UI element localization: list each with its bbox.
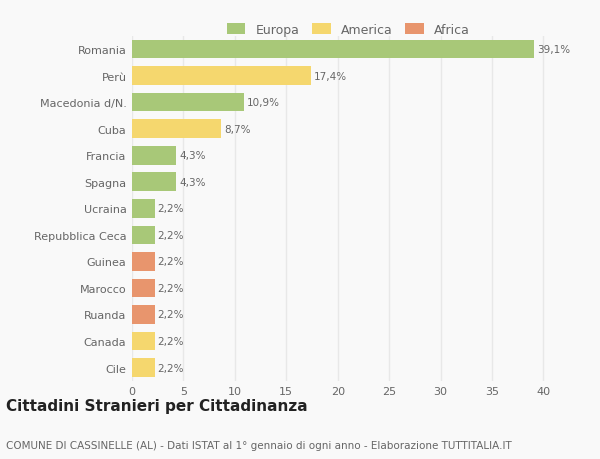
- Text: 2,2%: 2,2%: [158, 204, 184, 214]
- Text: 2,2%: 2,2%: [158, 363, 184, 373]
- Text: 2,2%: 2,2%: [158, 257, 184, 267]
- Text: 2,2%: 2,2%: [158, 230, 184, 241]
- Text: 4,3%: 4,3%: [179, 151, 206, 161]
- Bar: [132, 358, 155, 377]
- Bar: [132, 120, 221, 139]
- Text: 17,4%: 17,4%: [314, 72, 347, 81]
- Text: 2,2%: 2,2%: [158, 336, 184, 346]
- Bar: [132, 41, 534, 59]
- Text: 39,1%: 39,1%: [537, 45, 571, 55]
- Bar: [132, 173, 176, 191]
- Bar: [132, 252, 155, 271]
- Legend: Europa, America, Africa: Europa, America, Africa: [221, 19, 475, 42]
- Bar: [132, 226, 155, 245]
- Bar: [132, 332, 155, 351]
- Bar: [132, 279, 155, 297]
- Bar: [132, 94, 244, 112]
- Bar: [132, 67, 311, 86]
- Text: 10,9%: 10,9%: [247, 98, 280, 108]
- Bar: [132, 200, 155, 218]
- Text: COMUNE DI CASSINELLE (AL) - Dati ISTAT al 1° gennaio di ogni anno - Elaborazione: COMUNE DI CASSINELLE (AL) - Dati ISTAT a…: [6, 440, 512, 450]
- Bar: [132, 306, 155, 324]
- Text: 2,2%: 2,2%: [158, 310, 184, 320]
- Text: Cittadini Stranieri per Cittadinanza: Cittadini Stranieri per Cittadinanza: [6, 398, 308, 413]
- Text: 4,3%: 4,3%: [179, 177, 206, 187]
- Bar: [132, 146, 176, 165]
- Text: 8,7%: 8,7%: [224, 124, 251, 134]
- Text: 2,2%: 2,2%: [158, 283, 184, 293]
